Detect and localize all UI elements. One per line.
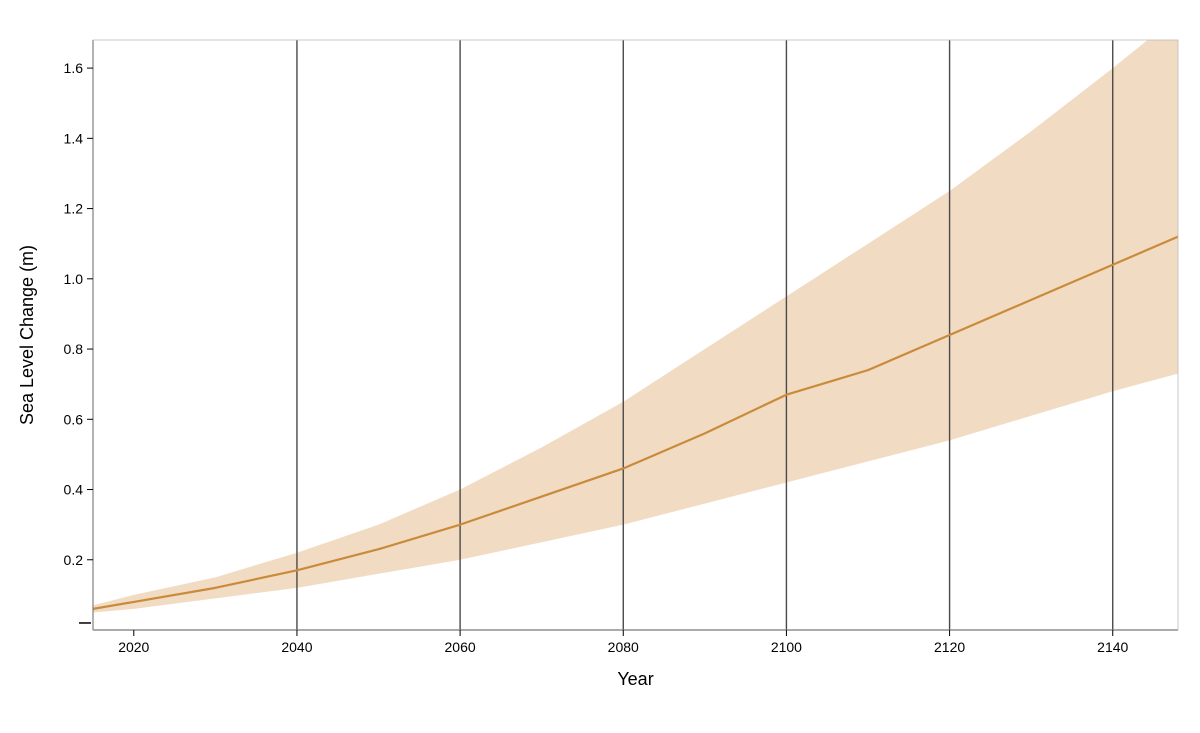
x-tick-label: 2080 — [608, 639, 639, 655]
x-tick-label: 2100 — [771, 639, 802, 655]
x-axis-label: Year — [617, 669, 653, 689]
y-tick-label: 1.6 — [64, 60, 84, 76]
y-tick-label: 1.2 — [64, 201, 84, 217]
y-tick-label: 1.4 — [64, 130, 84, 146]
x-tick-label: 2040 — [281, 639, 312, 655]
y-axis-label: Sea Level Change (m) — [17, 245, 37, 425]
y-tick-label: 0.6 — [64, 411, 84, 427]
x-tick-label: 2060 — [445, 639, 476, 655]
y-tick-label: 0.4 — [64, 482, 84, 498]
y-tick-label: 1.0 — [64, 271, 84, 287]
y-tick-label: 0.2 — [64, 552, 84, 568]
x-tick-label: 2120 — [934, 639, 965, 655]
y-tick-label: 0.8 — [64, 341, 84, 357]
chart-svg: 0.2 0.4 0.6 0.8 1.0 1.2 1.4 1.6 2020 2040 2060 2080… — [0, 0, 1200, 733]
x-tick-label: 2140 — [1097, 639, 1128, 655]
x-tick-label: 2020 — [118, 639, 149, 655]
sea-level-chart: 0.2 0.4 0.6 0.8 1.0 1.2 1.4 1.6 2020 2040 2060 2080… — [0, 0, 1200, 733]
